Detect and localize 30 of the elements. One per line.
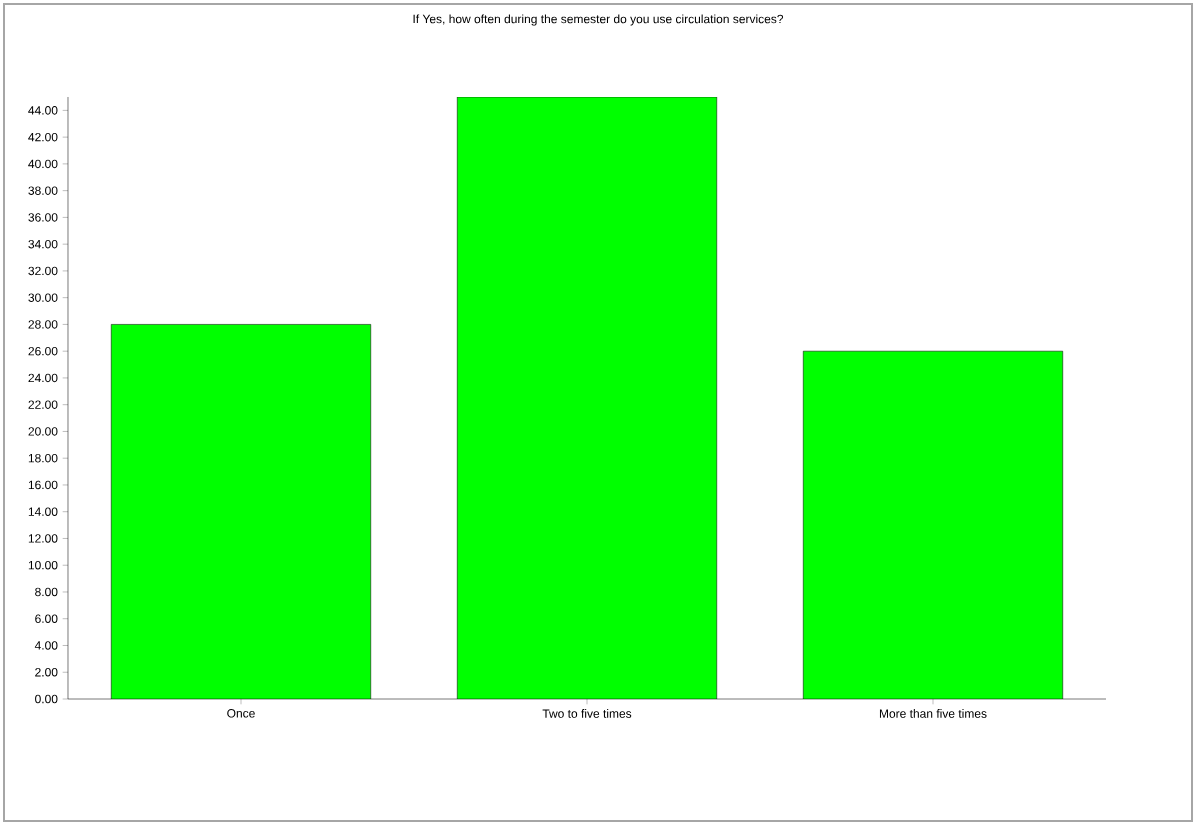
y-tick-label: 12.00 [28,534,58,543]
y-tick-label: 2.00 [35,667,58,677]
y-tick-label: 20.00 [28,427,58,436]
y-tick-label: 16.00 [28,480,58,490]
bar [802,350,1064,699]
chart-title: If Yes, how often during the semester do you use circulation services? [413,14,784,26]
y-tick-label: 4.00 [34,641,58,650]
y-tick-label: 38.00 [28,186,58,195]
y-tick-label: 36.00 [28,213,58,222]
y-tick-label: 8.00 [35,587,58,597]
y-tick-label: 14.00 [28,507,58,516]
x-tick-label: Once [227,709,255,718]
y-tick-label: 26.00 [28,346,58,356]
y-tick-label: 6.00 [35,614,58,623]
x-tick-label: Two to five times [542,709,632,718]
y-tick-label: 40.00 [28,159,58,169]
y-tick-label: 22.00 [28,400,58,409]
y-tick-label: 32.00 [28,266,58,276]
y-tick-label: 34.00 [28,239,58,249]
y-tick-label: 30.00 [28,293,58,302]
y-tick-label: 10.00 [28,560,58,570]
y-tick-label: 18.00 [28,453,58,463]
y-tick-label: 44.00 [28,106,58,115]
bar [457,97,717,699]
y-tick-label: 28.00 [28,320,58,329]
x-tick-label: More than five times [879,709,987,718]
y-tick-label: 24.00 [28,373,58,383]
y-tick-label: 0.00 [35,694,58,704]
bar [111,324,371,699]
y-tick-label: 42.00 [28,132,58,142]
